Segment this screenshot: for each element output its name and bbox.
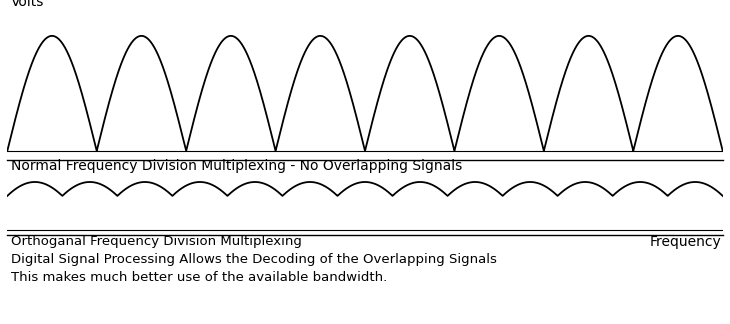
Text: Orthoganal Frequency Division Multiplexing
Digital Signal Processing Allows the : Orthoganal Frequency Division Multiplexi…	[11, 235, 496, 284]
Text: Volts: Volts	[11, 0, 45, 9]
Text: Normal Frequency Division Multiplexing - No Overlapping Signals: Normal Frequency Division Multiplexing -…	[11, 159, 462, 173]
Text: Frequency: Frequency	[650, 235, 721, 249]
